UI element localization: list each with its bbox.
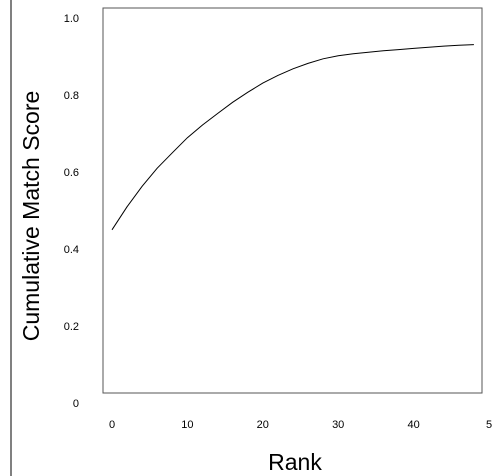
y-tick-labels: 0 0.2 0.4 0.6 0.8 1.0 (64, 13, 79, 410)
series-line (111, 44, 474, 231)
x-tick-label: 20 (257, 419, 269, 431)
y-tick-label: 0.4 (64, 244, 79, 256)
x-tick-label: 0 (109, 419, 115, 431)
y-tick-label: 0 (73, 398, 79, 410)
y-tick-label: 1.0 (64, 13, 79, 25)
y-tick-label: 0.2 (64, 321, 79, 333)
x-tick-label: 5 (486, 419, 492, 431)
y-tick-label: 0.6 (64, 167, 79, 179)
x-tick-label: 30 (332, 419, 344, 431)
x-tick-labels: 0 10 20 30 40 5 (109, 419, 492, 431)
x-axis-label: Rank (268, 449, 322, 475)
y-axis-label: Cumulative Match Score (18, 91, 44, 342)
plot-area (102, 7, 483, 394)
x-tick-label: 10 (181, 419, 193, 431)
x-tick-label: 40 (407, 419, 419, 431)
y-tick-label: 0.8 (64, 90, 79, 102)
